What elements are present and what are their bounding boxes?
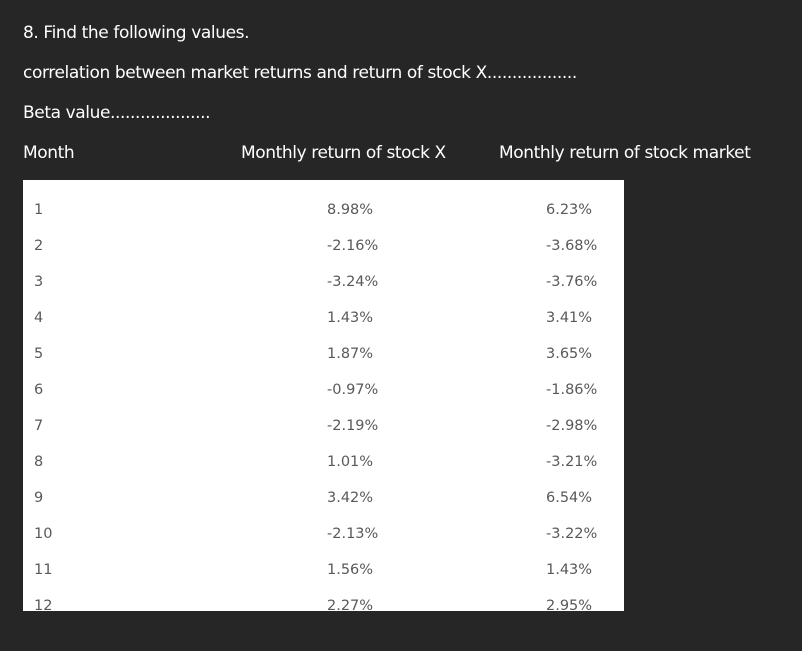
table-row: 3 -3.24% -3.76% (23, 272, 624, 292)
question-title: 8. Find the following values. (23, 23, 250, 43)
table-row: 1 8.98% 6.23% (23, 200, 624, 220)
stock-x-return-cell: 1.87% (327, 346, 374, 362)
month-cell: 4 (34, 310, 44, 326)
month-cell: 9 (34, 490, 44, 506)
month-cell: 6 (34, 382, 44, 398)
stock-x-return-cell: 1.56% (327, 562, 374, 578)
month-cell: 2 (34, 238, 44, 254)
market-return-cell: -3.68% (546, 238, 598, 254)
market-return-cell: 2.95% (546, 598, 593, 611)
stock-x-return-cell: 3.42% (327, 490, 374, 506)
market-return-cell: 6.23% (546, 202, 593, 218)
returns-table: 1 8.98% 6.23% 2 -2.16% -3.68% 3 -3.24% -… (23, 180, 624, 611)
stock-x-return-cell: 8.98% (327, 202, 374, 218)
table-row: 7 -2.19% -2.98% (23, 416, 624, 436)
table-row: 6 -0.97% -1.86% (23, 380, 624, 400)
column-header-stock-x: Monthly return of stock X (241, 143, 446, 163)
market-return-cell: -3.76% (546, 274, 598, 290)
market-return-cell: 3.41% (546, 310, 593, 326)
table-row: 10 -2.13% -3.22% (23, 524, 624, 544)
correlation-prompt: correlation between market returns and r… (23, 63, 577, 83)
market-return-cell: -2.98% (546, 418, 598, 434)
stock-x-return-cell: -0.97% (327, 382, 379, 398)
table-row: 4 1.43% 3.41% (23, 308, 624, 328)
table-row: 9 3.42% 6.54% (23, 488, 624, 508)
market-return-cell: 6.54% (546, 490, 593, 506)
month-cell: 8 (34, 454, 44, 470)
table-row: 5 1.87% 3.65% (23, 344, 624, 364)
stock-x-return-cell: 1.01% (327, 454, 374, 470)
market-return-cell: -1.86% (546, 382, 598, 398)
column-header-market: Monthly return of stock market (499, 143, 751, 163)
stock-x-return-cell: 1.43% (327, 310, 374, 326)
table-row: 2 -2.16% -3.68% (23, 236, 624, 256)
stock-x-return-cell: -2.13% (327, 526, 379, 542)
month-cell: 11 (34, 562, 53, 578)
month-cell: 3 (34, 274, 44, 290)
market-return-cell: 3.65% (546, 346, 593, 362)
month-cell: 7 (34, 418, 44, 434)
table-row: 11 1.56% 1.43% (23, 560, 624, 580)
market-return-cell: -3.21% (546, 454, 598, 470)
month-cell: 12 (34, 598, 53, 611)
stock-x-return-cell: -3.24% (327, 274, 379, 290)
month-cell: 5 (34, 346, 44, 362)
beta-prompt: Beta value.................... (23, 103, 211, 123)
column-header-month: Month (23, 143, 75, 163)
table-row: 8 1.01% -3.21% (23, 452, 624, 472)
table-row: 12 2.27% 2.95% (23, 596, 624, 611)
stock-x-return-cell: -2.16% (327, 238, 379, 254)
market-return-cell: -3.22% (546, 526, 598, 542)
stock-x-return-cell: -2.19% (327, 418, 379, 434)
month-cell: 1 (34, 202, 44, 218)
month-cell: 10 (34, 526, 53, 542)
stock-x-return-cell: 2.27% (327, 598, 374, 611)
market-return-cell: 1.43% (546, 562, 593, 578)
